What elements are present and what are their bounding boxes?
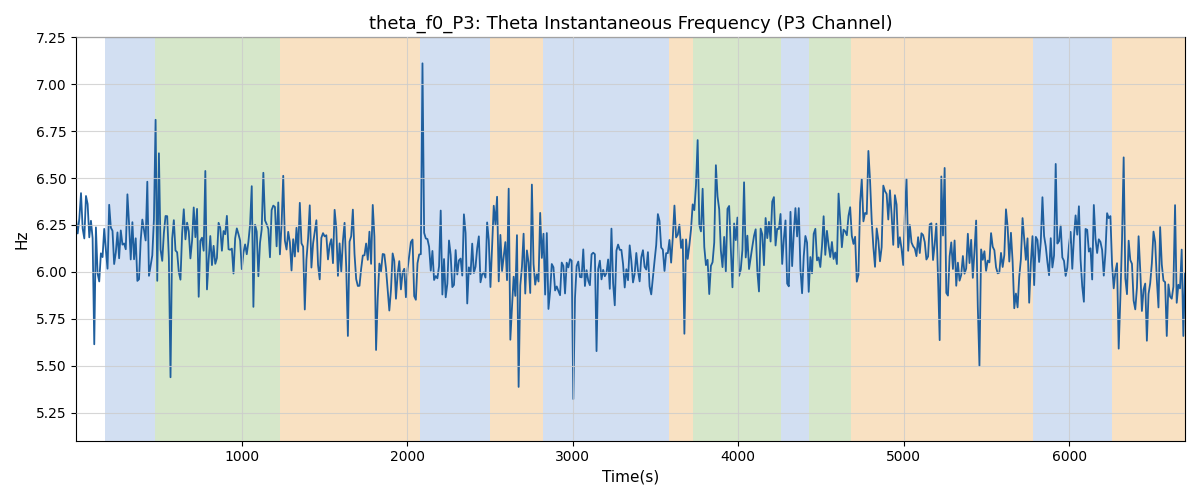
Bar [781, 38, 809, 440]
Bar [280, 38, 420, 440]
Bar [668, 38, 694, 440]
Y-axis label: Hz: Hz [14, 230, 30, 249]
Bar [694, 38, 781, 440]
Bar [420, 38, 490, 440]
Bar [1033, 38, 1112, 440]
Bar [809, 38, 851, 440]
Title: theta_f0_P3: Theta Instantaneous Frequency (P3 Channel): theta_f0_P3: Theta Instantaneous Frequen… [368, 15, 893, 34]
Bar [104, 38, 156, 440]
Bar [542, 38, 668, 440]
Bar [851, 38, 1033, 440]
Bar [1112, 38, 1186, 440]
Bar [490, 38, 542, 440]
Bar [156, 38, 280, 440]
X-axis label: Time(s): Time(s) [602, 470, 659, 485]
